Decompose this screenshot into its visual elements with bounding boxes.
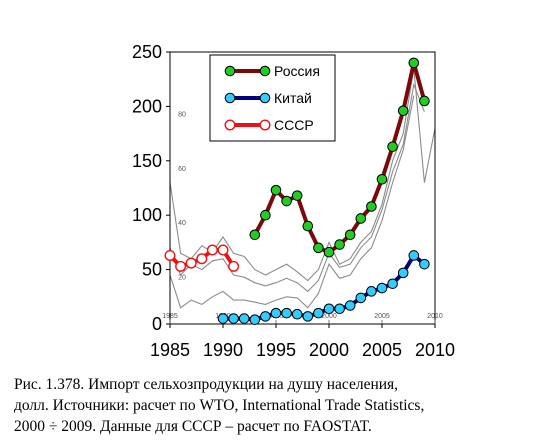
series-layer bbox=[164, 57, 430, 325]
data-point bbox=[249, 314, 261, 325]
data-point bbox=[217, 244, 229, 256]
inner-tick-labels: 19851990199520002005201020406080 bbox=[162, 111, 443, 324]
x-tick-label: 2010 bbox=[415, 340, 455, 360]
data-point bbox=[355, 292, 367, 304]
data-point bbox=[376, 282, 388, 294]
x-tick-label: 1985 bbox=[150, 340, 190, 360]
data-point bbox=[281, 307, 292, 319]
data-point bbox=[249, 229, 261, 241]
data-point bbox=[291, 308, 303, 320]
data-point bbox=[344, 300, 356, 311]
data-point bbox=[260, 209, 271, 221]
legend: Россия Китай СССР bbox=[209, 54, 336, 142]
legend-label: Россия bbox=[274, 63, 320, 79]
inner-x-tick-label: 2000 bbox=[321, 313, 337, 320]
y-tick-label: 200 bbox=[132, 96, 162, 116]
y-tick-label: 150 bbox=[132, 151, 162, 171]
y-tick-label: 250 bbox=[132, 42, 162, 62]
data-point bbox=[334, 239, 345, 250]
legend-label: Китай bbox=[274, 90, 312, 106]
caption-line-2: долл. Источники: расчет по WTO, Internat… bbox=[14, 397, 425, 414]
x-tick-label: 2000 bbox=[309, 340, 349, 360]
caption-line-3: 2000 ÷ 2009. Данные для СССР – расчет по… bbox=[14, 418, 372, 435]
data-point bbox=[270, 307, 282, 319]
data-point bbox=[302, 220, 314, 232]
inner-y-tick-label: 60 bbox=[178, 166, 186, 173]
plot-frame bbox=[169, 51, 436, 325]
data-point bbox=[217, 313, 229, 324]
x-tick-label: 2005 bbox=[362, 340, 402, 360]
inner-y-tick-label: 20 bbox=[178, 275, 186, 282]
series-3 bbox=[164, 244, 240, 272]
series-1 bbox=[249, 57, 430, 258]
data-point bbox=[419, 95, 430, 107]
axis-tick-labels: 1985 1990 1995 2000 2005 2010 0 50 100 150 200 250 bbox=[132, 42, 455, 360]
inner-x-tick-label: 1985 bbox=[162, 313, 178, 320]
data-point bbox=[228, 260, 240, 272]
data-point bbox=[376, 173, 388, 185]
data-point bbox=[164, 249, 176, 261]
data-point bbox=[260, 311, 271, 322]
data-point bbox=[175, 260, 187, 272]
data-point bbox=[419, 258, 430, 270]
data-point bbox=[313, 242, 324, 254]
series-2 bbox=[217, 250, 430, 325]
legend-swatch-marker bbox=[224, 92, 236, 104]
data-point bbox=[228, 313, 239, 324]
data-point bbox=[281, 195, 292, 207]
data-point bbox=[408, 250, 420, 261]
data-point bbox=[366, 286, 377, 297]
y-tick-label: 100 bbox=[132, 205, 162, 225]
data-point bbox=[408, 57, 420, 69]
x-tick-label: 1995 bbox=[256, 340, 296, 360]
legend-swatch-marker bbox=[259, 92, 271, 104]
legend-swatch-marker bbox=[259, 65, 271, 77]
data-point bbox=[323, 303, 335, 315]
y-tick-label: 0 bbox=[152, 314, 162, 334]
inner-x-tick-label: 2005 bbox=[374, 313, 390, 320]
data-point bbox=[366, 201, 377, 212]
data-point bbox=[238, 313, 250, 324]
data-point bbox=[387, 141, 398, 152]
chart-plot: 19851990199520002005201020406080 1985199… bbox=[132, 42, 455, 360]
inner-y-tick-label: 80 bbox=[178, 111, 186, 118]
legend-entry: СССР bbox=[224, 117, 314, 133]
data-point bbox=[334, 303, 345, 315]
data-point bbox=[196, 253, 208, 265]
data-point bbox=[323, 246, 335, 258]
data-point bbox=[206, 244, 218, 256]
data-point bbox=[355, 213, 367, 224]
legend-entry: Россия bbox=[224, 63, 320, 79]
legend-label: СССР bbox=[274, 117, 314, 133]
inner-y-tick-label: 40 bbox=[178, 220, 186, 227]
data-point bbox=[387, 278, 398, 290]
background-line-3 bbox=[169, 95, 415, 309]
data-point bbox=[185, 257, 197, 269]
data-point bbox=[344, 229, 356, 241]
data-point bbox=[397, 105, 409, 117]
legend-swatch-marker bbox=[224, 65, 236, 77]
x-tick-label: 1990 bbox=[203, 340, 243, 360]
data-point bbox=[270, 184, 282, 196]
figure-caption: Рис. 1.378. Импорт сельхозпродукции на д… bbox=[14, 374, 524, 437]
legend-swatch-marker bbox=[224, 119, 236, 131]
data-point bbox=[313, 307, 324, 319]
legend-entry: Китай bbox=[224, 90, 312, 106]
data-point bbox=[397, 267, 409, 279]
background-line-2 bbox=[169, 82, 425, 293]
inner-x-tick-label: 2010 bbox=[427, 313, 443, 320]
data-point bbox=[302, 311, 314, 322]
data-point bbox=[291, 190, 303, 201]
legend-swatch-marker bbox=[259, 119, 271, 131]
caption-line-1: Рис. 1.378. Импорт сельхозпродукции на д… bbox=[14, 376, 399, 393]
y-tick-label: 50 bbox=[142, 260, 162, 280]
